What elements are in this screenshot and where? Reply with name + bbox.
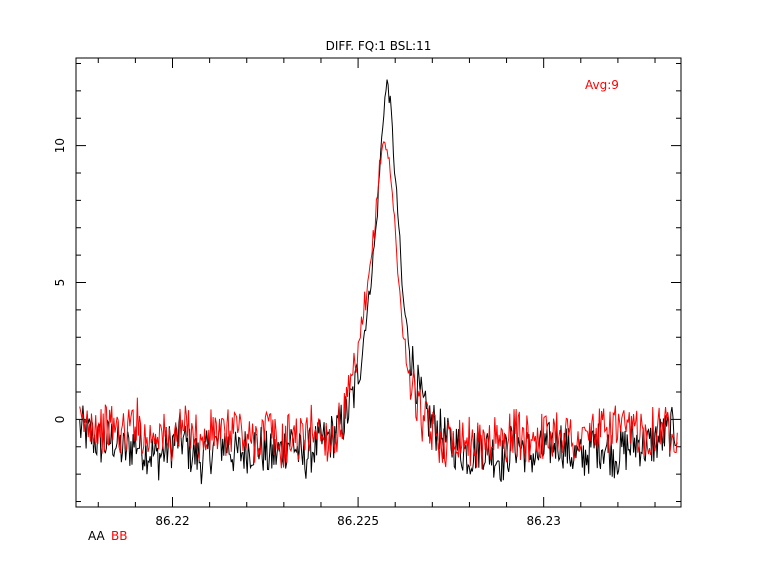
legend-entry-aa: AA (88, 529, 106, 543)
chart-title: DIFF. FQ:1 BSL:11 (326, 39, 432, 53)
series-layer (79, 79, 678, 485)
avg-annotation: Avg:9 (585, 78, 619, 92)
y-tick-label: 0 (53, 416, 67, 424)
legend-entry-bb: BB (111, 529, 127, 543)
x-axis: 86.22 86.225 86.23 (97, 58, 656, 528)
x-tick-label: 86.23 (526, 514, 560, 528)
y-tick-label: 10 (53, 138, 67, 153)
x-tick-label: 86.225 (337, 514, 379, 528)
series-line-bb (79, 141, 678, 470)
y-tick-label: 5 (53, 279, 67, 287)
x-tick-label: 86.22 (155, 514, 189, 528)
y-axis: 0 5 10 (53, 62, 681, 503)
